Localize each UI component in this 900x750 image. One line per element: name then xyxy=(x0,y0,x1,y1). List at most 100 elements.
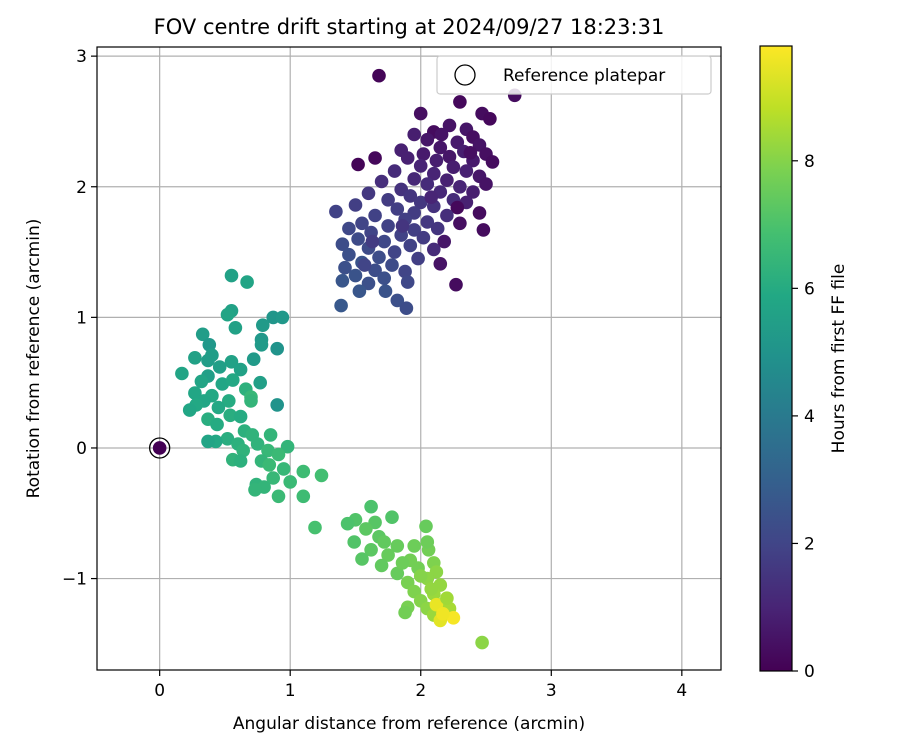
data-point xyxy=(407,172,422,186)
data-point xyxy=(338,260,352,275)
legend-box xyxy=(436,55,712,95)
data-point xyxy=(236,443,250,458)
data-point xyxy=(270,398,285,412)
data-point xyxy=(442,149,457,164)
data-point xyxy=(233,362,248,377)
data-point xyxy=(411,251,425,266)
data-point xyxy=(194,374,209,389)
data-point xyxy=(413,195,428,210)
reference-point xyxy=(152,441,167,455)
y-tick-label: 2 xyxy=(76,178,87,198)
data-point xyxy=(385,258,399,272)
data-point xyxy=(390,293,405,308)
data-point xyxy=(433,140,448,155)
data-point xyxy=(224,268,239,283)
data-point xyxy=(222,394,236,408)
data-point xyxy=(308,520,322,535)
data-point xyxy=(378,284,393,299)
data-point xyxy=(434,127,449,142)
data-point xyxy=(246,352,261,367)
data-point xyxy=(244,394,258,408)
data-point xyxy=(348,198,363,212)
data-point xyxy=(201,434,215,449)
data-point xyxy=(420,535,435,549)
data-point xyxy=(466,185,480,199)
data-point xyxy=(224,355,239,369)
colorbar-tick-label: 2 xyxy=(804,534,815,554)
reference-ring xyxy=(149,437,171,459)
data-point xyxy=(220,432,235,446)
data-point xyxy=(427,166,441,181)
data-point xyxy=(266,471,281,485)
colorbar-tick-label: 4 xyxy=(804,407,815,427)
data-point xyxy=(407,127,422,142)
data-point xyxy=(364,543,378,557)
data-point xyxy=(368,208,382,223)
data-point xyxy=(342,247,356,262)
data-point xyxy=(314,468,329,483)
data-point xyxy=(202,338,217,352)
x-tick-label: 2 xyxy=(415,681,426,701)
data-point xyxy=(403,189,418,203)
data-point xyxy=(270,341,285,356)
data-point xyxy=(374,174,389,189)
data-point xyxy=(276,462,291,476)
y-tick-label: 3 xyxy=(76,47,87,67)
data-point xyxy=(442,118,457,133)
data-point xyxy=(201,353,215,368)
data-points xyxy=(175,68,522,650)
x-axis-label: Angular distance from reference (arcmin) xyxy=(233,714,585,734)
data-point xyxy=(261,443,275,458)
data-point xyxy=(403,238,418,253)
data-point xyxy=(211,400,226,415)
data-point xyxy=(335,237,350,251)
data-point xyxy=(228,321,243,335)
data-point xyxy=(348,268,363,283)
data-point xyxy=(377,535,392,549)
data-point xyxy=(407,223,422,237)
data-point xyxy=(195,327,210,342)
data-point xyxy=(483,112,497,126)
data-point xyxy=(463,146,478,160)
data-point xyxy=(475,635,489,650)
data-point xyxy=(446,160,461,174)
data-point xyxy=(355,552,369,566)
data-point xyxy=(254,338,269,352)
data-point xyxy=(271,447,286,462)
data-point xyxy=(430,221,445,236)
data-point xyxy=(390,566,405,581)
data-point xyxy=(419,519,433,534)
data-point xyxy=(440,591,454,605)
data-point xyxy=(399,301,414,316)
data-point xyxy=(215,377,230,391)
data-point xyxy=(433,257,448,271)
data-point xyxy=(220,307,235,322)
data-point xyxy=(175,366,189,381)
data-point xyxy=(485,155,500,169)
data-point xyxy=(377,271,392,286)
legend-entry-reference: Reference platepar xyxy=(503,66,665,86)
data-point xyxy=(364,499,378,514)
y-axis-ticks: −1 0 1 2 3 xyxy=(62,47,97,590)
y-axis-label: Rotation from reference (arcmin) xyxy=(24,219,44,499)
data-point xyxy=(429,153,444,168)
colorbar-gradient xyxy=(759,45,793,672)
data-point xyxy=(263,428,278,442)
data-point xyxy=(449,277,463,292)
chart-title: FOV centre drift starting at 2024/09/27 … xyxy=(154,15,665,39)
data-point xyxy=(420,132,435,147)
colorbar-tick-label: 6 xyxy=(804,279,815,299)
data-point xyxy=(387,164,402,178)
data-point xyxy=(372,250,386,265)
data-point xyxy=(352,284,367,299)
data-point xyxy=(424,582,439,596)
data-point xyxy=(472,206,487,220)
data-point xyxy=(387,245,402,259)
data-point xyxy=(390,539,405,553)
data-point xyxy=(248,483,262,497)
data-point xyxy=(250,437,265,451)
data-point xyxy=(255,318,270,333)
data-point xyxy=(351,157,365,172)
data-point xyxy=(453,216,467,231)
data-point xyxy=(446,611,461,625)
